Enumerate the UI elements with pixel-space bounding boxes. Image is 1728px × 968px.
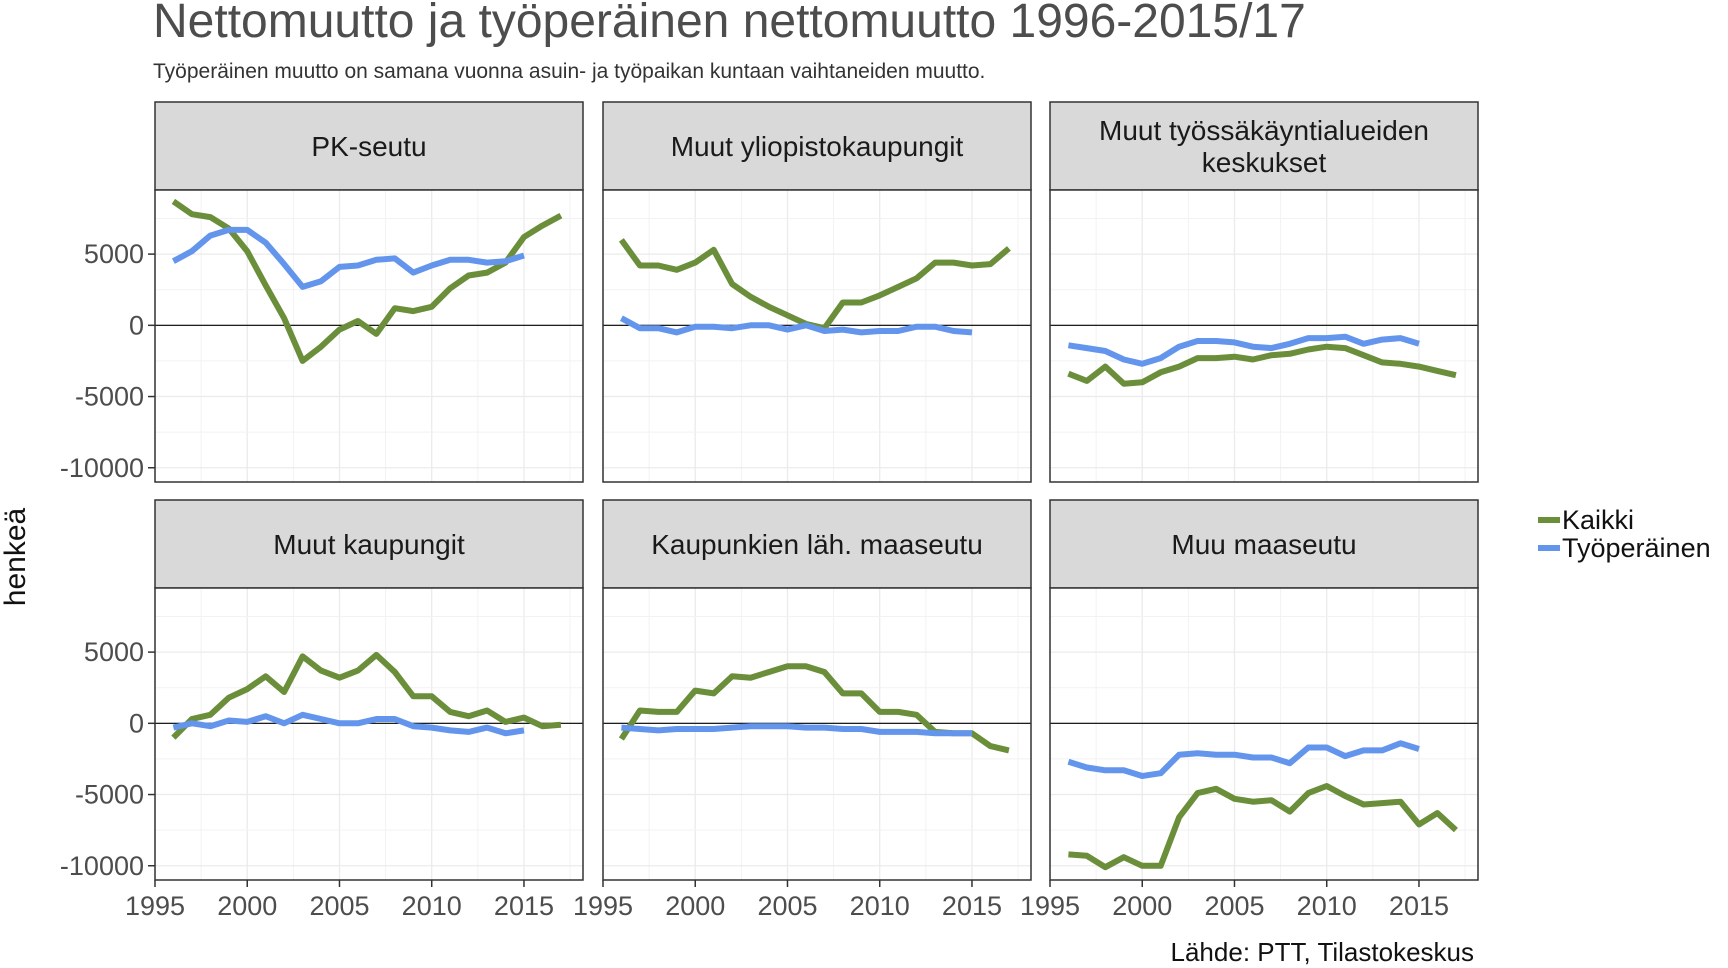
panel-border-pk-seutu (154, 189, 584, 483)
panel-border-kaupunkien-l-h-maaseutu (602, 587, 1032, 881)
panel-title-muut-ty-ss-k-yntialueiden-keskukset-line-0: Muut työssäkäyntialueiden (1099, 115, 1429, 146)
chart-subtitle: Työperäinen muutto on samana vuonna asui… (153, 60, 986, 83)
legend: Kaikki Työperäinen (1538, 504, 1711, 563)
series-line-kaikki-muu-maaseutu (1068, 783, 1458, 871)
panel-background-muut-yliopistokaupungit (603, 190, 1031, 482)
y-tick-label: 5000 (84, 637, 144, 667)
x-tick-label: 1995 (573, 891, 633, 921)
x-tick-label: 2000 (1112, 891, 1172, 921)
series-line-kaikki-muut-kaupungit (171, 651, 562, 740)
panel-border-muut-kaupungit (154, 587, 584, 881)
y-tick-label: 0 (129, 310, 144, 340)
series-line-kaikki-muut-ty-ss-k-yntialueiden-keskukset (1067, 343, 1457, 387)
y-tick-label: 5000 (84, 239, 144, 269)
legend-swatch-kaikki (1538, 517, 1560, 523)
series-line-kaikki-pk-seutu (171, 198, 563, 364)
legend-item-tyoperainen: Työperäinen (1538, 532, 1711, 563)
y-tick-label: -10000 (60, 453, 144, 483)
panel-background-muut-ty-ss-k-yntialueiden-keskukset (1050, 190, 1478, 482)
panel-title-muut-kaupungit: Muut kaupungit (273, 529, 465, 560)
x-tick-label: 2015 (1389, 891, 1449, 921)
x-tick-label: 1995 (125, 891, 185, 921)
panel-title-kaupunkien-l-h-maaseutu: Kaupunkien läh. maaseutu (651, 529, 983, 560)
x-tick-label: 2005 (1204, 891, 1264, 921)
x-tick-label: 2000 (665, 891, 725, 921)
legend-item-kaikki: Kaikki (1538, 504, 1711, 535)
panel-strip-kaupunkien-l-h-maaseutu (602, 499, 1032, 589)
x-tick-label: 2015 (942, 891, 1002, 921)
series-line-ty-per-inen-muut-yliopistokaupungit (619, 315, 973, 336)
series-line-ty-per-inen-muut-ty-ss-k-yntialueiden-keskukset (1067, 333, 1420, 367)
panel-strip-muut-ty-ss-k-yntialueiden-keskukset (1049, 101, 1479, 191)
legend-label-tyoperainen: Työperäinen (1562, 532, 1711, 563)
panel-border-muut-ty-ss-k-yntialueiden-keskukset (1049, 189, 1479, 483)
series-line-ty-per-inen-pk-seutu (171, 226, 525, 290)
panel-background-muu-maaseutu (1050, 588, 1478, 880)
panel-title-pk-seutu: PK-seutu (311, 131, 426, 162)
series-line-ty-per-inen-kaupunkien-l-h-maaseutu (621, 723, 972, 737)
series-line-ty-per-inen-muut-kaupungit (172, 711, 525, 737)
x-tick-label: 2015 (494, 891, 554, 921)
y-tick-label: 0 (129, 708, 144, 738)
x-tick-label: 2000 (217, 891, 277, 921)
chart-title: Nettomuutto ja työperäinen nettomuutto 1… (153, 0, 1306, 48)
panel-title-muut-yliopistokaupungit: Muut yliopistokaupungit (671, 131, 964, 162)
legend-swatch-tyoperainen (1538, 545, 1560, 551)
panel-border-muu-maaseutu (1049, 587, 1479, 881)
legend-label-kaikki: Kaikki (1562, 504, 1635, 535)
y-tick-label: -10000 (60, 851, 144, 881)
x-tick-label: 2005 (757, 891, 817, 921)
x-tick-label: 1995 (1020, 891, 1080, 921)
panel-title-muu-maaseutu: Muu maaseutu (1171, 529, 1356, 560)
x-tick-label: 2005 (309, 891, 369, 921)
series-line-ty-per-inen-muu-maaseutu (1067, 740, 1420, 779)
x-tick-label: 2010 (1297, 891, 1357, 921)
panel-strip-muut-kaupungit (154, 499, 584, 589)
y-tick-label: -5000 (75, 382, 144, 412)
y-tick-label: -5000 (75, 780, 144, 810)
source-caption: Lähde: PTT, Tilastokeskus (1170, 937, 1474, 967)
panel-background-pk-seutu (155, 190, 583, 482)
panel-strip-pk-seutu (154, 101, 584, 191)
x-tick-label: 2010 (850, 891, 910, 921)
panel-border-muut-yliopistokaupungit (602, 189, 1032, 483)
panel-title-muut-ty-ss-k-yntialueiden-keskukset-line-1: keskukset (1202, 147, 1327, 178)
x-tick-label: 2010 (402, 891, 462, 921)
panel-strip-muut-yliopistokaupungit (602, 101, 1032, 191)
